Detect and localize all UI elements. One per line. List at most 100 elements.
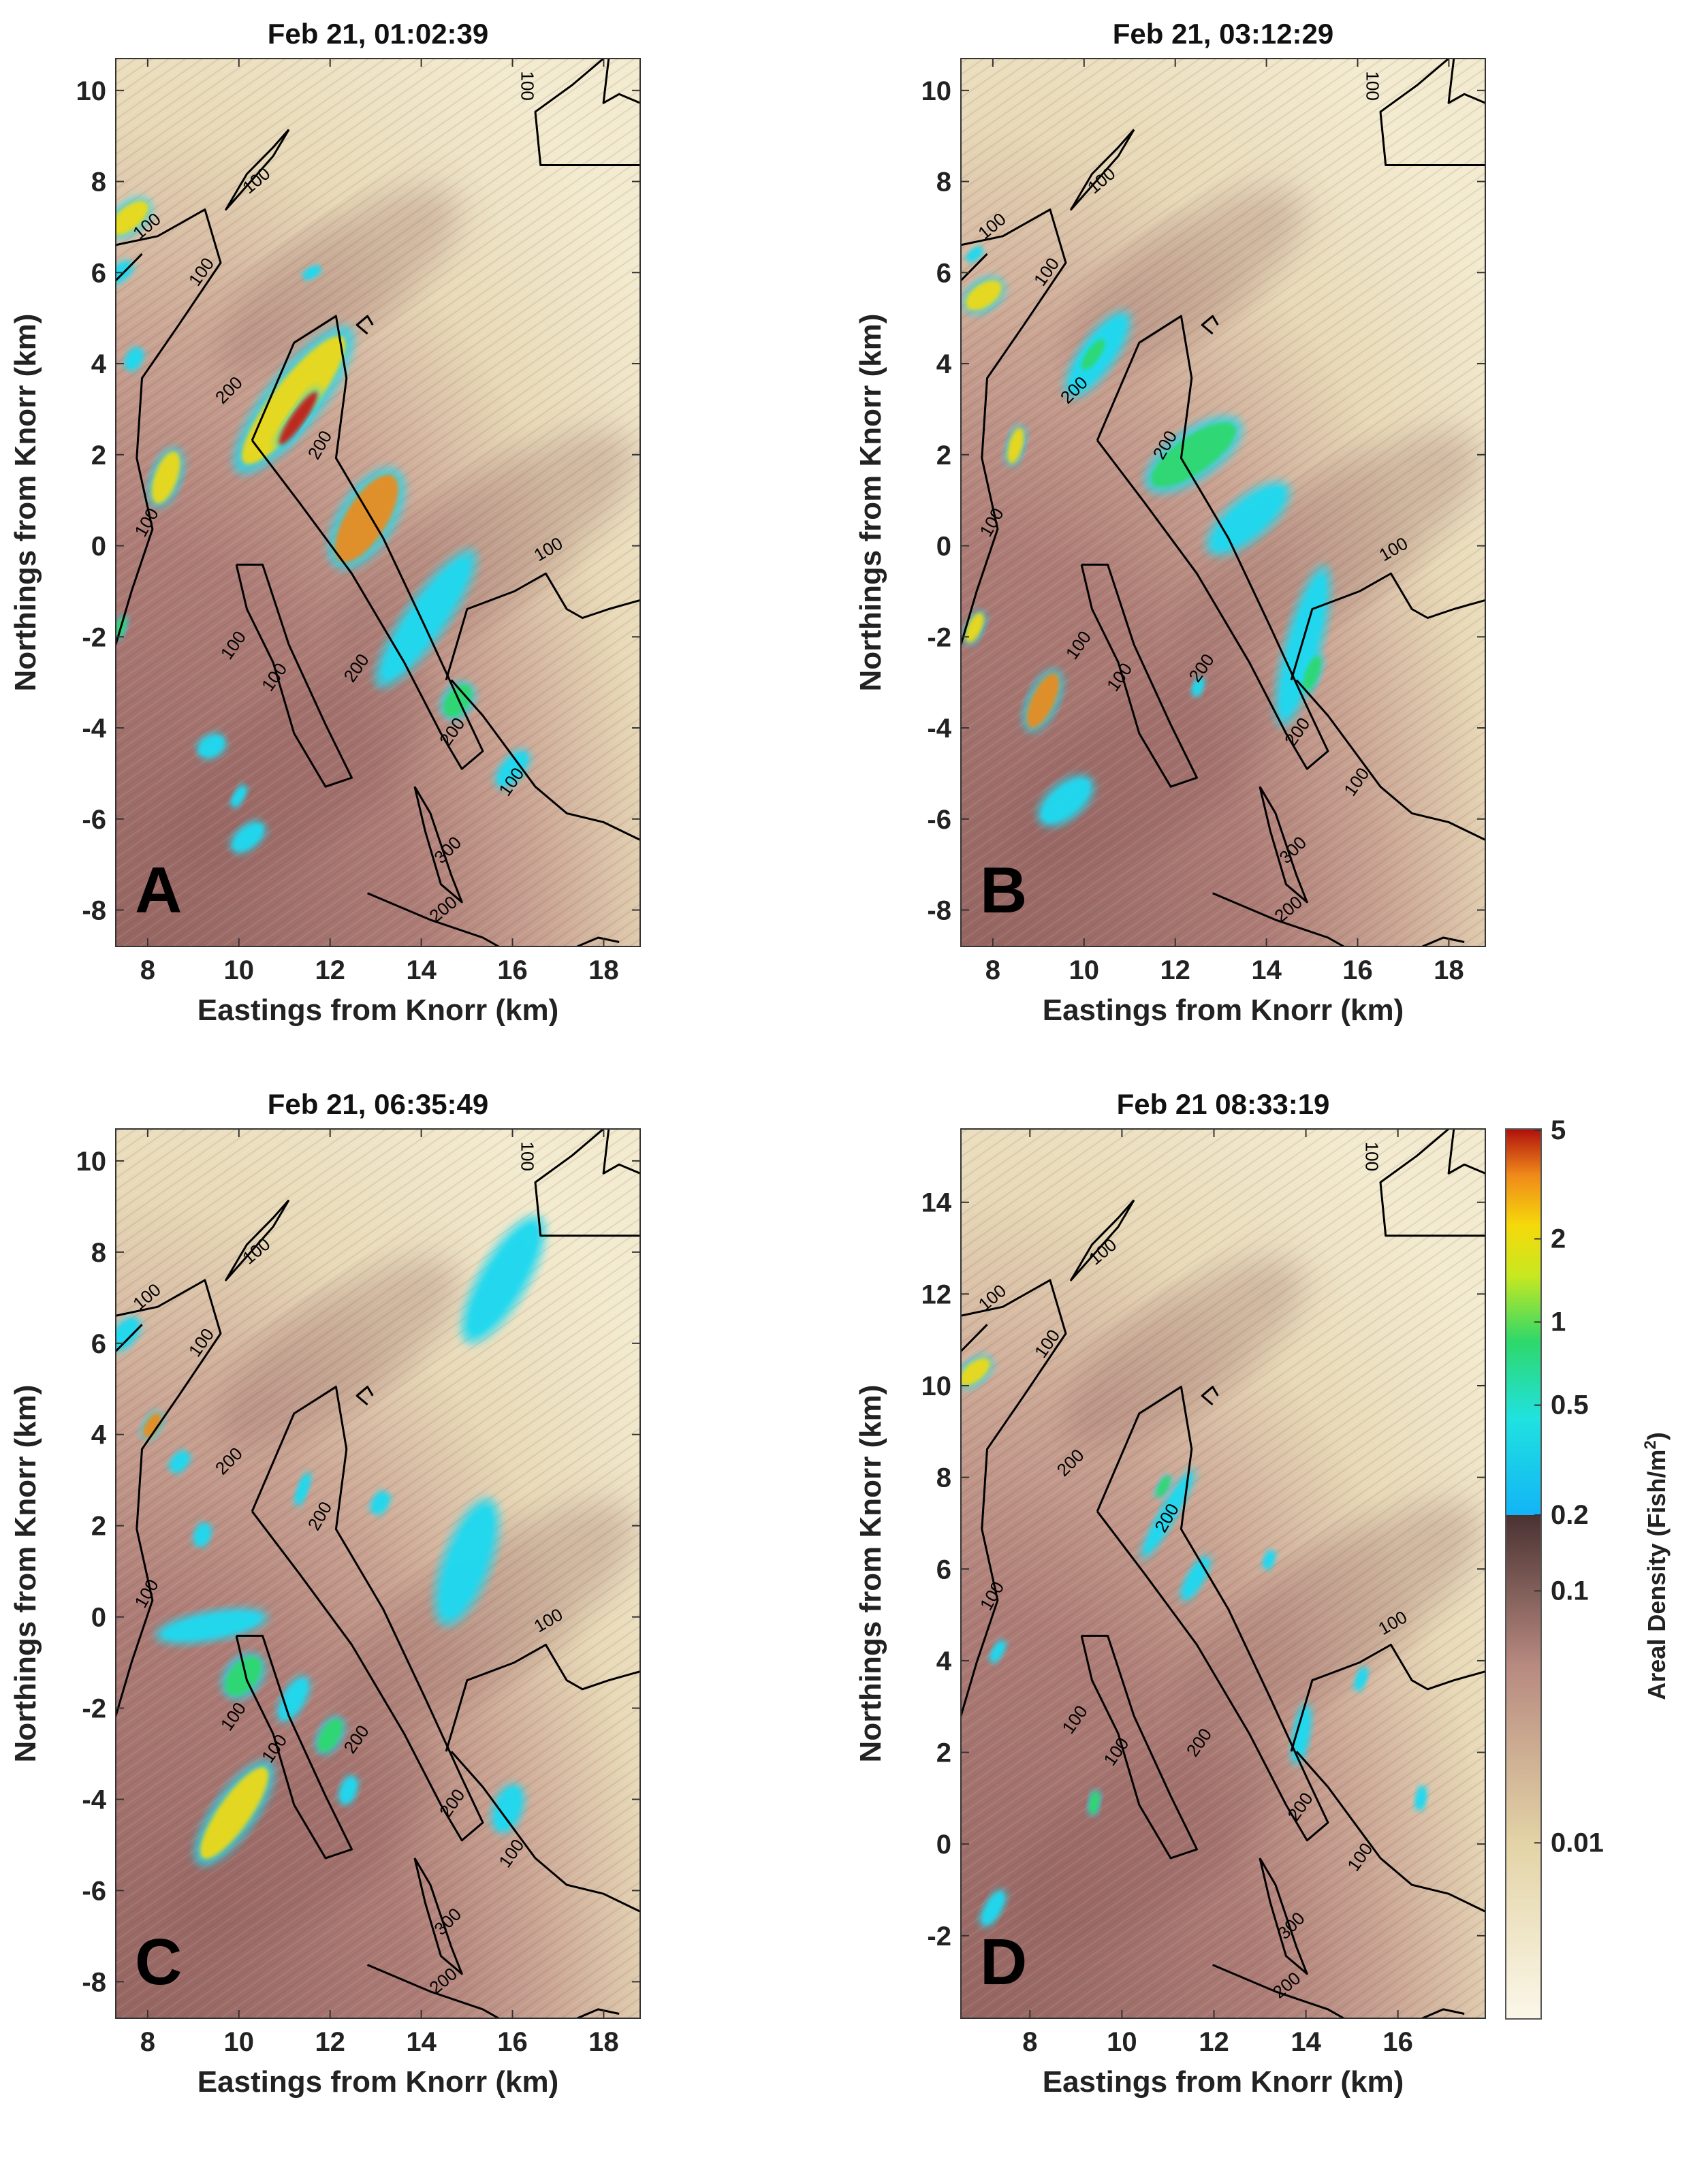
fish-school-core bbox=[1192, 678, 1203, 696]
fish-school-core bbox=[334, 474, 398, 562]
contour-line bbox=[534, 1129, 640, 1237]
fish-school-core bbox=[965, 280, 1002, 310]
colorbar-tick-label: 0.1 bbox=[1551, 1576, 1589, 1606]
y-tick-label: 0 bbox=[91, 532, 106, 562]
contour-line bbox=[1422, 936, 1465, 946]
x-tick-label: 12 bbox=[1199, 2027, 1229, 2057]
fish-school-core bbox=[467, 1223, 539, 1336]
fish-school bbox=[1300, 653, 1324, 694]
fish-school bbox=[494, 749, 531, 789]
contour-line bbox=[1290, 572, 1485, 681]
contour-line bbox=[534, 59, 640, 166]
x-tick-label: 10 bbox=[1107, 2027, 1137, 2057]
panel-letter: D bbox=[980, 1926, 1027, 1998]
contour-line bbox=[961, 1324, 988, 1352]
contour-line bbox=[1295, 1751, 1485, 1913]
contour-line bbox=[251, 315, 484, 770]
contour-line bbox=[367, 892, 499, 946]
fish-school-core bbox=[162, 1612, 262, 1640]
fish-school-core bbox=[232, 823, 264, 851]
colorbar-lower-band bbox=[1506, 1515, 1541, 2019]
fish-school-core bbox=[1293, 1706, 1310, 1762]
y-tick-label: 10 bbox=[76, 76, 107, 106]
colorbar-label-superscript: 2 bbox=[1641, 1440, 1660, 1449]
fish-school-core bbox=[242, 336, 346, 464]
fish-school-core bbox=[1280, 575, 1327, 717]
y-tick-label: -2 bbox=[82, 622, 106, 652]
x-tick-label: 18 bbox=[588, 955, 619, 985]
fish-school bbox=[440, 681, 476, 720]
x-tick-label: 14 bbox=[406, 2027, 437, 2057]
y-axis-label: Northings from Knorr (km) bbox=[9, 1385, 42, 1763]
x-tick-label: 16 bbox=[497, 955, 528, 985]
panel-title: Feb 21, 06:35:49 bbox=[268, 1088, 489, 1120]
x-tick-label: 16 bbox=[1342, 955, 1373, 985]
panel-title: Feb 21, 01:02:39 bbox=[268, 18, 489, 50]
panel-b: Feb 21, 03:12:29 100100100100200200100100… bbox=[854, 18, 1486, 1027]
contour-line bbox=[1070, 129, 1135, 211]
x-tick-label: 18 bbox=[1434, 955, 1464, 985]
fish-school-core bbox=[494, 1786, 522, 1830]
x-tick-label: 10 bbox=[1069, 955, 1100, 985]
x-tick-label: 8 bbox=[140, 2027, 155, 2057]
y-tick-label: 6 bbox=[91, 1329, 106, 1359]
contour-line bbox=[225, 1199, 290, 1281]
contour-line bbox=[1447, 1129, 1485, 1175]
fish-school-core bbox=[170, 1452, 189, 1472]
y-tick-label: -2 bbox=[927, 622, 951, 652]
fish-school-core bbox=[125, 349, 142, 370]
fish-school-core bbox=[296, 1474, 310, 1505]
y-tick-label: 6 bbox=[91, 258, 106, 288]
contour-line bbox=[225, 129, 290, 211]
panel-a: Feb 21, 01:02:39 100100100100200200100100… bbox=[9, 18, 641, 1027]
contour-line bbox=[961, 1279, 1067, 1717]
panel-title: Feb 21 08:33:19 bbox=[1117, 1088, 1330, 1120]
x-tick-label: 16 bbox=[1382, 2027, 1413, 2057]
fish-school-core bbox=[1089, 1791, 1100, 1815]
fish-school-core bbox=[232, 786, 246, 807]
y-tick-label: -8 bbox=[82, 896, 106, 926]
fish-school bbox=[221, 1653, 266, 1700]
fish-school-core bbox=[1182, 1558, 1209, 1599]
fish-school-core bbox=[1416, 1787, 1426, 1810]
y-tick-label: 2 bbox=[936, 441, 951, 471]
fish-school-core bbox=[198, 735, 225, 757]
contour-line bbox=[355, 1386, 374, 1406]
contour-label: 100 bbox=[1363, 71, 1383, 100]
fish-school bbox=[230, 784, 248, 808]
y-tick-label: -4 bbox=[927, 714, 951, 744]
y-tick-label: 8 bbox=[936, 1463, 951, 1493]
contour-line bbox=[577, 2008, 620, 2018]
fish-school-core bbox=[982, 1892, 1005, 1925]
colorbar-tick-label: 2 bbox=[1551, 1224, 1566, 1254]
y-tick-label: 10 bbox=[921, 1371, 952, 1401]
panel-letter: A bbox=[135, 854, 182, 927]
fish-school bbox=[962, 276, 1005, 315]
y-tick-label: -6 bbox=[82, 1876, 106, 1906]
fish-school bbox=[1079, 336, 1108, 373]
fish-school-core bbox=[225, 1656, 262, 1696]
contour-label: 100 bbox=[518, 1141, 538, 1170]
contour-line bbox=[1212, 1964, 1344, 2018]
fish-school-core bbox=[1263, 1550, 1275, 1569]
x-tick-label: 10 bbox=[224, 2027, 255, 2057]
fish-school bbox=[192, 1522, 212, 1548]
speckle-texture bbox=[961, 1129, 1485, 2018]
colorbar-tick-label: 5 bbox=[1551, 1115, 1566, 1145]
y-tick-label: -8 bbox=[82, 1967, 106, 1997]
y-tick-label: 12 bbox=[921, 1279, 952, 1309]
contour-line bbox=[602, 1129, 640, 1175]
x-axis-label: Eastings from Knorr (km) bbox=[1043, 2065, 1404, 2099]
contour-line bbox=[1096, 315, 1329, 770]
fish-school-core bbox=[1081, 338, 1105, 370]
colorbar-tick-label: 0.2 bbox=[1551, 1500, 1589, 1530]
fish-school-core bbox=[317, 1719, 343, 1752]
y-tick-label: 14 bbox=[921, 1188, 952, 1218]
contour-line bbox=[355, 315, 374, 335]
fish-school-core bbox=[1151, 422, 1236, 488]
fish-school-core bbox=[497, 752, 528, 786]
fish-school bbox=[327, 467, 406, 570]
fish-school bbox=[433, 1497, 501, 1627]
fish-school-core bbox=[443, 684, 472, 717]
